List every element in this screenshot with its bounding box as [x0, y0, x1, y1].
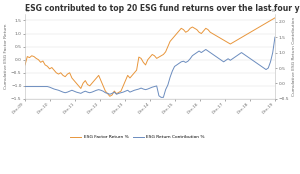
ESG Return Contribution % — [103, 92, 107, 94]
ESG Return Contribution % — [273, 36, 277, 38]
ESG Return Contribution % — [257, 64, 261, 66]
Y-axis label: Cumulative ESG Return Contribution: Cumulative ESG Return Contribution — [292, 17, 296, 96]
Text: %: % — [271, 9, 275, 13]
ESG Factor Return % — [233, 40, 237, 42]
Legend: ESG Factor Return %, ESG Return Contribution %: ESG Factor Return %, ESG Return Contribu… — [68, 133, 206, 141]
ESG Return Contribution % — [159, 96, 163, 98]
ESG Factor Return % — [257, 26, 261, 28]
Line: ESG Factor Return %: ESG Factor Return % — [25, 18, 275, 96]
ESG Return Contribution % — [30, 85, 34, 88]
ESG Factor Return % — [23, 64, 27, 66]
Y-axis label: Cumulative ESG Factor Return: Cumulative ESG Factor Return — [4, 24, 8, 89]
ESG Factor Return % — [32, 56, 36, 58]
Line: ESG Return Contribution %: ESG Return Contribution % — [25, 37, 275, 97]
ESG Return Contribution % — [23, 85, 27, 88]
Text: %: % — [25, 9, 29, 13]
ESG Factor Return % — [103, 90, 107, 92]
ESG Factor Return % — [273, 17, 277, 19]
ESG Return Contribution % — [213, 55, 217, 57]
ESG Return Contribution % — [233, 56, 237, 58]
ESG Return Contribution % — [32, 85, 36, 88]
ESG Factor Return % — [108, 95, 112, 97]
ESG Factor Return % — [30, 55, 34, 57]
Text: ESG contributed to top 20 ESG fund returns over the last four years: ESG contributed to top 20 ESG fund retur… — [25, 4, 300, 13]
ESG Factor Return % — [213, 34, 217, 36]
